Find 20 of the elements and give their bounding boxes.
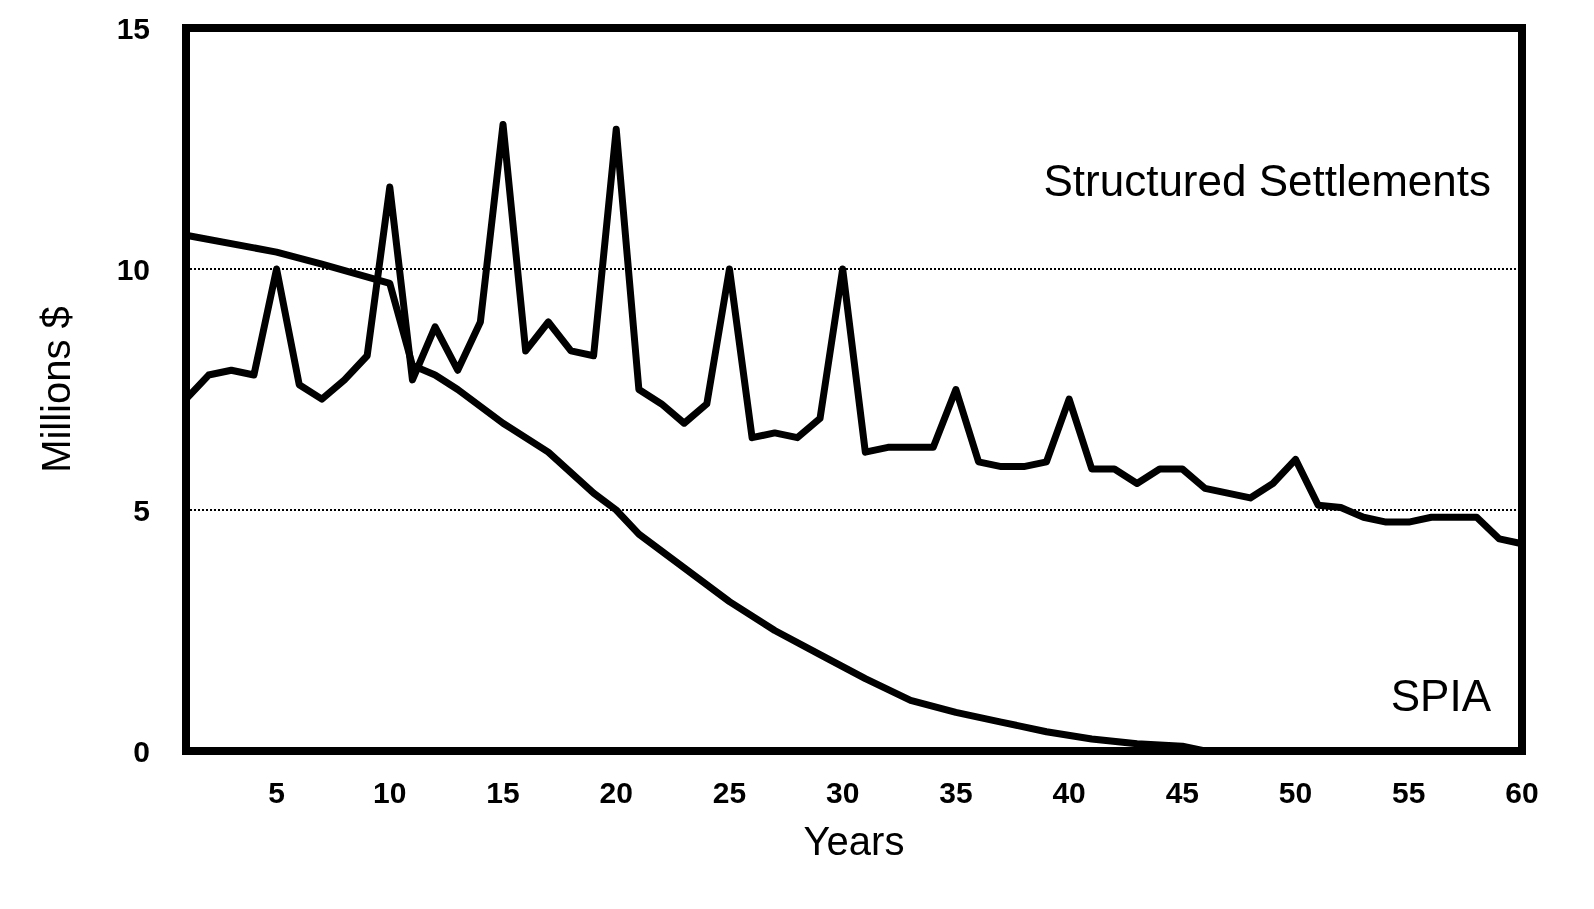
annotation: SPIA <box>1390 670 1492 720</box>
x-tick-label: 5 <box>268 775 285 809</box>
y-tick-label: 15 <box>116 11 150 45</box>
y-tick-label: 5 <box>133 493 150 527</box>
y-tick-label: 10 <box>116 252 150 286</box>
x-tick-label: 35 <box>939 775 973 809</box>
x-tick-label: 30 <box>825 775 860 809</box>
y-axis-title: Millions $ <box>34 306 78 473</box>
x-tick-label: 40 <box>1052 775 1086 809</box>
annotation: Structured Settlements <box>1043 155 1492 205</box>
x-axis-title: Years <box>803 819 905 863</box>
x-tick-label: 15 <box>486 775 520 809</box>
x-tick-label: 60 <box>1505 775 1539 809</box>
x-tick-label: 20 <box>599 775 633 809</box>
x-tick-label: 45 <box>1165 775 1200 809</box>
x-tick-label: 50 <box>1278 775 1313 809</box>
x-tick-label: 10 <box>373 775 407 809</box>
x-tick-label: 55 <box>1392 775 1426 809</box>
y-tick-label: 0 <box>133 734 150 768</box>
x-tick-label: 25 <box>712 775 747 809</box>
